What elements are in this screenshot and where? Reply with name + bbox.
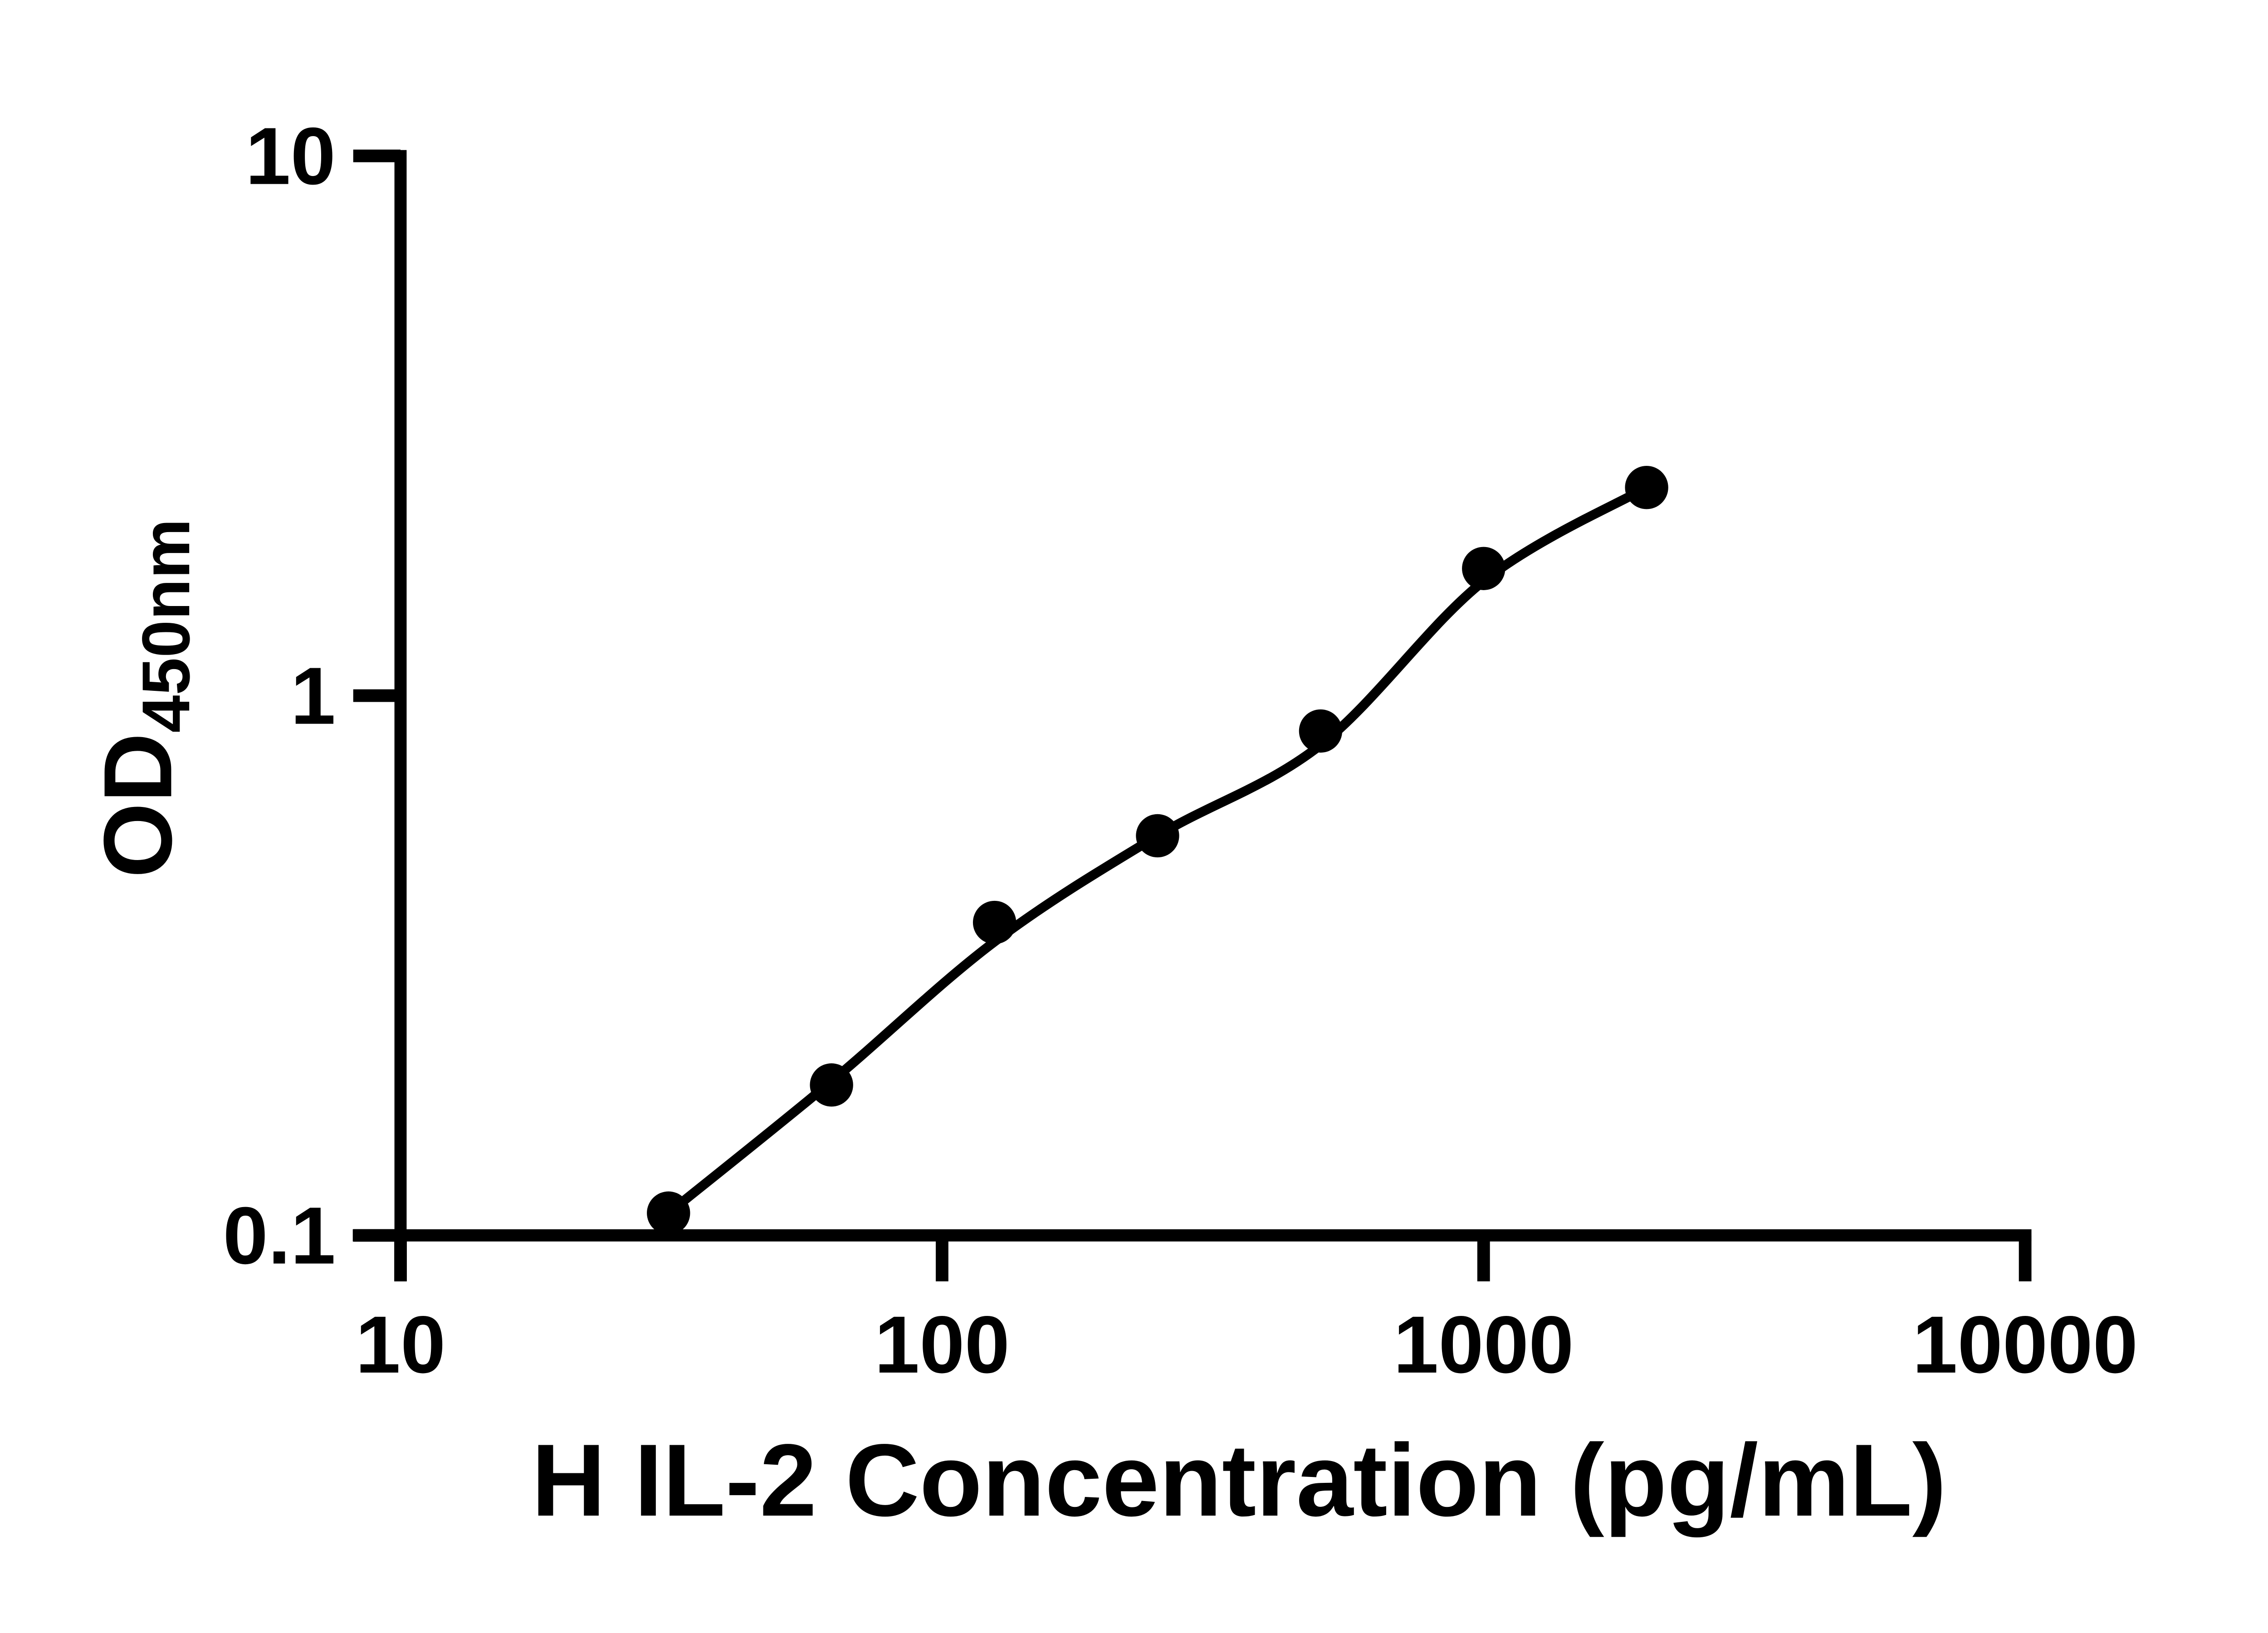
y-axis-title-main: OD xyxy=(84,733,192,878)
x-axis-ticks xyxy=(394,1235,2032,1281)
y-axis-tick-labels: 10 1 0.1 xyxy=(223,111,336,1281)
data-point xyxy=(1136,814,1179,858)
data-point xyxy=(647,1191,690,1235)
y-tick-label: 0.1 xyxy=(223,1190,336,1281)
y-tick-label: 10 xyxy=(245,111,336,201)
x-tick-label: 100 xyxy=(875,1299,1010,1390)
x-axis-tick-labels: 10 100 1000 10000 xyxy=(356,1299,2138,1390)
data-point xyxy=(973,900,1017,944)
data-point xyxy=(810,1063,853,1107)
x-tick-label: 1000 xyxy=(1393,1299,1574,1390)
data-point xyxy=(1299,709,1343,753)
x-axis-title: H IL-2 Concentration (pg/mL) xyxy=(532,1423,1947,1537)
x-tick-label: 10000 xyxy=(1912,1299,2138,1390)
y-axis-ticks xyxy=(353,149,401,1242)
axes xyxy=(352,150,2032,1281)
data-point xyxy=(1462,547,1505,590)
y-axis-title: OD450nm xyxy=(84,518,204,878)
y-axis-title-subscript: 450nm xyxy=(128,518,204,733)
y-tick-label: 1 xyxy=(291,650,336,741)
data-point xyxy=(1625,466,1668,509)
x-tick-label: 10 xyxy=(356,1299,446,1390)
data-points xyxy=(647,466,1668,1235)
